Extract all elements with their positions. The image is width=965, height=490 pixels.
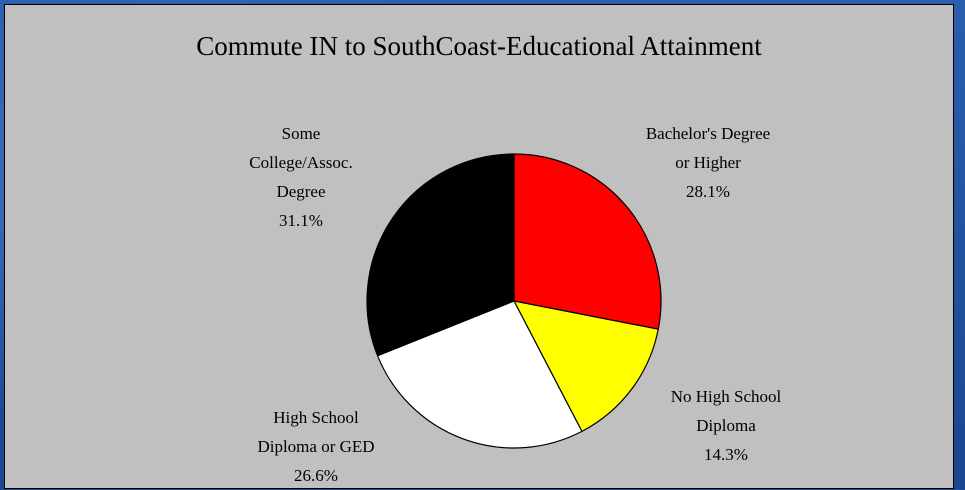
slice-label-3: High School Diploma or GED 26.6% (216, 403, 416, 490)
slice-label-text: High School (273, 408, 359, 427)
slice-label-text: College/Assoc. (249, 153, 353, 172)
chart-title: Commute IN to SouthCoast-Educational Att… (196, 31, 762, 61)
slice-label-text: Diploma (696, 416, 756, 435)
slice-label-text: Degree (276, 182, 326, 201)
slice-label-text: Diploma or GED (257, 437, 375, 456)
slice-label-text: or Higher (675, 153, 741, 172)
slice-label-text: Some (281, 124, 321, 143)
slice-label-4: Some College/Assoc. Degree 31.1% (201, 119, 401, 235)
slice-label-text: Bachelor's Degree (645, 124, 771, 143)
slice-value-label: 26.6% (294, 466, 338, 485)
slice-value-label: 28.1% (686, 182, 730, 201)
pie-slice-4 (366, 153, 515, 357)
pie-slice-3 (376, 300, 583, 449)
slice-label-text: No High School (670, 387, 782, 406)
pie-chart (366, 153, 662, 449)
slice-label-1: Bachelor's Degree or Higher 28.1% (608, 119, 808, 206)
pie-slice-1 (513, 153, 662, 330)
pie-slice-2 (512, 300, 659, 433)
chart-panel: Commute IN to SouthCoast-Educational Att… (4, 4, 954, 489)
slice-label-2: No High School Diploma 14.3% (626, 382, 826, 469)
slice-value-label: 31.1% (279, 211, 323, 230)
slice-value-label: 14.3% (704, 445, 748, 464)
